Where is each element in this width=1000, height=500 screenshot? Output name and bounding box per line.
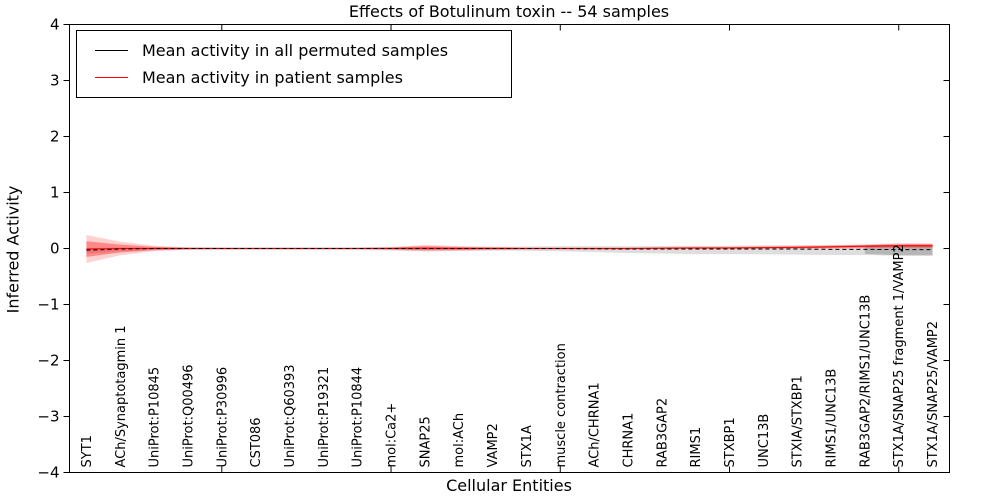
y-tick-label: 1 [50,184,60,202]
category-label: UniProt:P10844 [351,367,366,468]
category-label: UniProt:P30996 [215,367,230,468]
legend-row-patient: Mean activity in patient samples [87,64,501,91]
series-line-permuted [86,248,933,251]
legend-row-permuted: Mean activity in all permuted samples [87,37,501,64]
chart-title: Effects of Botulinum toxin -- 54 samples [348,2,670,21]
legend-line-black [95,50,128,51]
y-tick-label: 4 [50,16,60,34]
legend-label-patient: Mean activity in patient samples [142,68,403,87]
y-tick-label: −1 [37,296,59,314]
y-axis-label: Inferred Activity [3,185,23,314]
category-label: mol:ACh [452,413,467,468]
band-patient-samples-range-outer [86,235,933,264]
category-label: RAB3GAP2 [655,398,670,468]
category-label: mol:Ca2+ [385,403,400,468]
category-label: STX1A/SNAP25 fragment 1/VAMP2 [892,244,907,467]
category-label: ACh/Synaptotagmin 1 [114,325,129,467]
category-label: STX1A [520,425,535,467]
category-label: muscle contraction [554,343,569,467]
category-label: UniProt:P19321 [317,367,332,468]
y-tick-label: 3 [50,72,60,90]
category-label: UniProt:Q00496 [181,364,196,467]
category-label: STXIA/STXBP1 [791,375,806,467]
category-label: ACh/CHRNA1 [588,382,603,467]
category-label: RIMS1 [689,427,704,468]
y-tick-label: −4 [37,464,59,482]
y-tick-label: 0 [50,240,60,258]
category-label: RAB3GAP2/RIMS1/UNC13B [858,295,873,468]
legend: Mean activity in all permuted samples Me… [76,30,512,98]
category-label: SNAP25 [418,416,433,467]
category-label: STX1A/SNAP25/VAMP2 [926,321,941,468]
y-tick-label: −2 [37,352,59,370]
category-label: CST086 [249,417,264,467]
category-label: UNC13B [757,414,772,468]
category-label: SYT1 [80,435,95,467]
category-label: UniProt:Q60393 [283,364,298,467]
category-label: RIMS1/UNC13B [825,369,840,468]
x-axis-label: Cellular Entities [446,476,572,495]
category-label: STXBP1 [723,417,738,467]
band-permuted-samples-range [86,244,933,256]
category-label: UniProt:P10845 [148,367,163,468]
category-label: VAMP2 [486,423,501,467]
y-tick-label: 2 [50,128,60,146]
legend-label-permuted: Mean activity in all permuted samples [142,41,449,60]
band-patient-samples-range-inner [86,241,933,257]
y-tick-label: −3 [37,408,59,426]
legend-line-red [95,77,128,78]
category-label: CHRNA1 [621,413,636,468]
